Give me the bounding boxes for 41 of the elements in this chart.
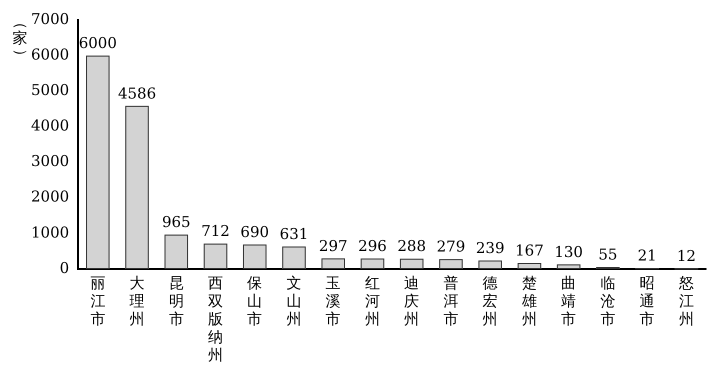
y-tick-label: 1000 bbox=[30, 223, 70, 242]
y-tick-label: 5000 bbox=[30, 81, 70, 100]
x-tick-label: 红河州 bbox=[364, 274, 380, 328]
data-label: 965 bbox=[162, 213, 191, 232]
x-tick-label: 保山市 bbox=[247, 274, 262, 328]
y-tick-label: 6000 bbox=[30, 45, 70, 64]
data-label: 288 bbox=[397, 237, 426, 256]
y-tick-label: 7000 bbox=[30, 10, 70, 28]
x-tick-label: 怒江州 bbox=[678, 274, 694, 328]
data-label: 297 bbox=[318, 236, 348, 255]
data-label: 6000 bbox=[78, 34, 117, 52]
x-tick-label: 昆明市 bbox=[168, 274, 184, 328]
x-tick-label: 大理州 bbox=[130, 274, 145, 328]
x-tick-label: 玉溪市 bbox=[326, 274, 341, 328]
data-label: 55 bbox=[598, 245, 618, 264]
data-label: 279 bbox=[436, 237, 466, 256]
y-tick-label: 2000 bbox=[30, 188, 70, 206]
data-label: 690 bbox=[240, 222, 270, 241]
data-label: 12 bbox=[676, 246, 696, 265]
data-label: 167 bbox=[515, 241, 544, 260]
data-label: 239 bbox=[476, 238, 505, 257]
x-tick-label: 临沧市 bbox=[600, 274, 616, 328]
x-tick-label: 迪庆州 bbox=[404, 274, 420, 328]
y-tick-label: 3000 bbox=[30, 152, 70, 170]
x-tick-label: 曲靖市 bbox=[561, 274, 576, 328]
data-label: 631 bbox=[280, 224, 308, 243]
x-tick-label: 楚雄州 bbox=[520, 274, 537, 328]
x-tick-label: 丽江市 bbox=[90, 274, 106, 328]
data-label: 4586 bbox=[118, 84, 156, 102]
x-tick-label: 普洱市 bbox=[443, 274, 458, 328]
data-label: 130 bbox=[554, 242, 583, 261]
data-label: 712 bbox=[201, 222, 230, 240]
data-label: 21 bbox=[638, 246, 657, 265]
x-tick-label: 德宏州 bbox=[482, 274, 498, 328]
x-tick-label: 昭通市 bbox=[640, 274, 655, 328]
y-tick-label: 4000 bbox=[30, 116, 70, 135]
y-axis-title: （家） bbox=[12, 14, 30, 64]
x-tick-label: 西双版纳州 bbox=[208, 274, 224, 364]
data-label: 296 bbox=[358, 236, 387, 255]
x-tick-label: 文山州 bbox=[286, 274, 302, 328]
y-tick-label: 0 bbox=[60, 258, 70, 277]
